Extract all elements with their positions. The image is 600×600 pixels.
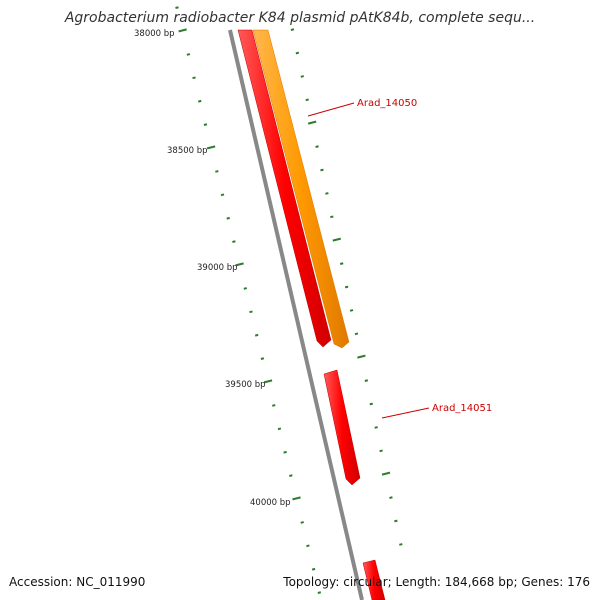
- accession-text: Accession: NC_011990: [9, 575, 146, 589]
- map-title: Agrobacterium radiobacter K84 plasmid pA…: [0, 9, 600, 27]
- outer-minor-tick: [369, 402, 373, 406]
- outer-minor-tick: [394, 519, 398, 523]
- ruler-minor-tick: [300, 521, 304, 524]
- ruler-minor-tick: [232, 240, 236, 243]
- ruler-minor-tick: [311, 567, 316, 571]
- gene-arad-14051-leader: [381, 407, 430, 419]
- ruler-minor-tick: [254, 333, 259, 337]
- outer-minor-tick: [305, 98, 309, 102]
- ruler-ticks: [175, 6, 322, 594]
- outer-minor-tick: [330, 215, 334, 219]
- outer-minor-tick: [315, 145, 319, 148]
- outer-major-tick: [357, 354, 366, 359]
- ruler-label-40000: 40000 bp: [250, 498, 291, 508]
- outer-minor-tick: [339, 262, 344, 265]
- ruler-label-38500: 38500 bp: [167, 146, 208, 156]
- outer-minor-tick: [354, 332, 359, 336]
- ruler-minor-tick: [283, 450, 287, 454]
- ruler-minor-tick: [249, 310, 253, 314]
- gene-arad-14050-leader: [307, 102, 355, 117]
- outer-minor-tick: [344, 285, 349, 289]
- ruler-label-39500: 39500 bp: [225, 380, 266, 390]
- ruler-minor-tick: [198, 99, 202, 103]
- ruler-major-tick: [178, 28, 187, 33]
- ruler-minor-tick: [272, 404, 276, 407]
- gene-arad-14051-feature[interactable]: [323, 369, 361, 486]
- outer-minor-tick: [399, 543, 403, 546]
- outer-minor-tick: [349, 309, 354, 312]
- outer-minor-tick: [320, 168, 324, 172]
- ruler-major-tick: [235, 262, 244, 267]
- gene-upstream-feature[interactable]: [237, 29, 332, 348]
- ruler-major-tick: [206, 145, 216, 150]
- ruler-minor-tick: [226, 216, 230, 220]
- ruler-minor-tick: [277, 427, 282, 431]
- ruler-minor-tick: [203, 123, 208, 126]
- ruler-minor-tick: [192, 76, 196, 80]
- gene-arad-14050-label[interactable]: Arad_14050: [357, 98, 417, 109]
- outer-major-tick: [307, 120, 317, 125]
- gene-arad-14050-feature[interactable]: [252, 29, 350, 349]
- ruler-minor-tick: [260, 357, 265, 360]
- map-summary-text: Topology: circular; Length: 184,668 bp; …: [283, 575, 590, 589]
- outer-minor-tick: [325, 192, 329, 195]
- ruler-label-39000: 39000 bp: [197, 263, 238, 273]
- ruler-minor-tick: [186, 53, 191, 56]
- ruler-minor-tick: [317, 591, 322, 594]
- gene-arad-14051-label[interactable]: Arad_14051: [432, 403, 492, 414]
- ruler-major-tick: [263, 379, 273, 384]
- outer-minor-tick: [295, 51, 300, 55]
- outer-dotted-track: [290, 28, 403, 546]
- outer-minor-tick: [300, 75, 305, 78]
- outer-major-tick: [332, 237, 342, 242]
- ruler-minor-tick: [289, 474, 293, 477]
- outer-major-tick: [381, 471, 391, 476]
- outer-minor-tick: [290, 28, 295, 31]
- ruler-minor-tick: [243, 287, 248, 290]
- ruler-major-tick: [292, 496, 301, 501]
- outer-minor-tick: [374, 426, 378, 429]
- outer-minor-tick: [389, 496, 393, 499]
- ruler-minor-tick: [306, 544, 310, 548]
- sequence-backbone: [228, 29, 364, 600]
- outer-minor-tick: [379, 449, 383, 453]
- ruler-label-38000: 38000 bp: [134, 29, 175, 39]
- gene-downstream-feature[interactable]: [362, 559, 386, 600]
- ruler-minor-tick: [220, 193, 225, 197]
- outer-minor-tick: [364, 379, 369, 382]
- ruler-minor-tick: [215, 170, 219, 173]
- ruler-minor-tick: [175, 6, 179, 9]
